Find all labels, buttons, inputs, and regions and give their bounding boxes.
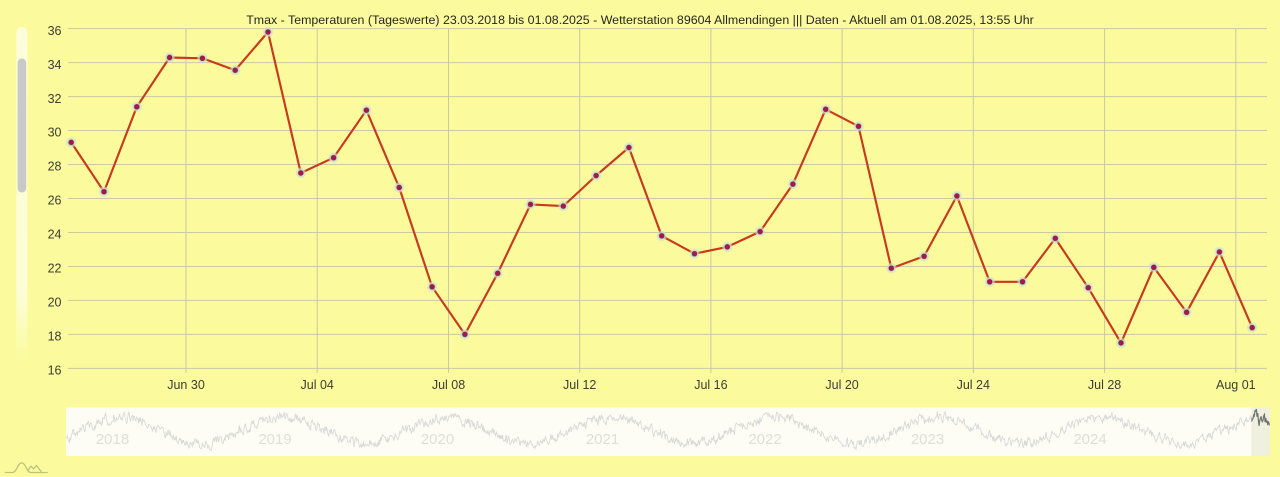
svg-text:34: 34 (48, 58, 62, 72)
svg-text:Jul 16: Jul 16 (694, 378, 727, 392)
svg-text:24: 24 (48, 228, 62, 242)
svg-text:2023: 2023 (911, 431, 944, 448)
svg-text:Aug 01: Aug 01 (1216, 378, 1256, 392)
svg-text:36: 36 (48, 24, 62, 38)
svg-text:30: 30 (48, 126, 62, 140)
svg-text:2020: 2020 (421, 431, 454, 448)
svg-text:Jun 30: Jun 30 (167, 378, 205, 392)
svg-text:2022: 2022 (748, 431, 781, 448)
svg-text:2024: 2024 (1073, 431, 1106, 448)
svg-text:Jul 04: Jul 04 (301, 378, 334, 392)
svg-text:Jul 08: Jul 08 (432, 378, 465, 392)
svg-text:18: 18 (48, 330, 62, 344)
svg-text:Jul 20: Jul 20 (825, 378, 858, 392)
svg-text:Tmax - Temperaturen (Tageswert: Tmax - Temperaturen (Tageswerte) 23.03.2… (246, 13, 1034, 27)
svg-text:22: 22 (48, 262, 62, 276)
svg-text:32: 32 (48, 92, 62, 106)
svg-text:28: 28 (48, 160, 62, 174)
svg-text:Jul 12: Jul 12 (563, 378, 596, 392)
svg-text:2021: 2021 (586, 431, 619, 448)
svg-text:Jul 28: Jul 28 (1088, 378, 1121, 392)
svg-text:2018: 2018 (96, 431, 129, 448)
svg-text:26: 26 (48, 194, 62, 208)
svg-text:16: 16 (48, 364, 62, 378)
svg-text:20: 20 (48, 296, 62, 310)
svg-text:2019: 2019 (258, 431, 291, 448)
svg-text:Jul 24: Jul 24 (957, 378, 990, 392)
